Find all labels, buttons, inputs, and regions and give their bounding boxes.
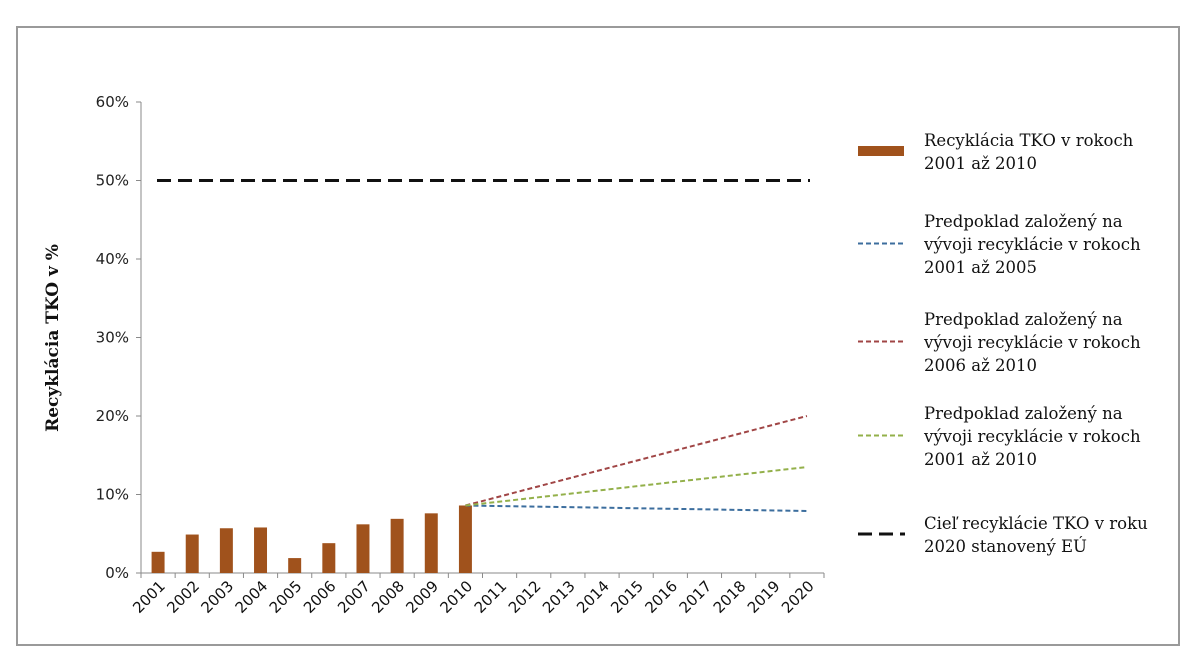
bar xyxy=(185,534,199,573)
legend-label: 2006 až 2010 xyxy=(924,356,1037,375)
bar xyxy=(356,524,370,573)
y-tick-label: 50% xyxy=(96,172,129,190)
x-tick-label: 2017 xyxy=(676,577,716,617)
x-tick-label: 2005 xyxy=(266,577,306,617)
legend-label: Predpoklad založený na xyxy=(924,404,1123,423)
bar xyxy=(458,505,472,573)
legend: Recyklácia TKO v rokoch 2001 až 2010 Predp… xyxy=(858,131,1148,556)
y-tick-label: 40% xyxy=(96,250,129,268)
x-tick-label: 2003 xyxy=(197,577,237,617)
y-tick-label: 10% xyxy=(96,486,129,504)
legend-label: 2020 stanovený EÚ xyxy=(924,536,1087,556)
bar xyxy=(219,528,233,573)
legend-label: Predpoklad založený na xyxy=(924,212,1123,231)
x-tick-label: 2010 xyxy=(437,577,477,617)
bar xyxy=(424,513,438,573)
chart-frame xyxy=(16,26,1180,646)
x-tick-label: 2015 xyxy=(607,577,647,617)
bar xyxy=(288,558,302,573)
legend-label: vývoji recyklácie v rokoch xyxy=(923,333,1141,352)
legend-label: 2001 až 2005 xyxy=(924,258,1037,277)
x-tick-label: 2016 xyxy=(641,577,681,617)
legend-label: Predpoklad založený na xyxy=(924,310,1123,329)
x-tick-label: 2013 xyxy=(539,577,579,617)
bars xyxy=(151,505,472,573)
legend-label: vývoji recyklácie v rokoch xyxy=(923,427,1141,446)
bar xyxy=(390,518,404,573)
bar xyxy=(151,551,165,573)
x-tick-label: 2011 xyxy=(471,577,511,617)
legend-label: vývoji recyklácie v rokoch xyxy=(923,235,1141,254)
legend-swatch-bar xyxy=(858,146,904,156)
axes xyxy=(136,101,825,578)
series-line xyxy=(465,504,807,512)
y-tick-label: 60% xyxy=(96,93,129,111)
series-line xyxy=(465,466,808,507)
x-tick-label: 2004 xyxy=(232,577,272,617)
legend-label: 2001 až 2010 xyxy=(924,450,1037,469)
bar xyxy=(254,527,268,573)
x-tick-label: 2007 xyxy=(334,577,374,617)
y-tick-label: 20% xyxy=(96,407,129,425)
y-axis-label: Recyklácia TKO v % xyxy=(43,244,63,432)
y-tick-labels: 0% 10% 20% 30% 40% 50% 60% xyxy=(96,93,129,582)
series-lines xyxy=(157,179,810,512)
x-tick-label: 2008 xyxy=(368,577,408,617)
series-line xyxy=(465,415,808,507)
x-tick-label: 2006 xyxy=(300,577,340,617)
x-tick-label: 2009 xyxy=(402,577,442,617)
x-tick-label: 2019 xyxy=(744,577,784,617)
x-tick-label: 2018 xyxy=(710,577,750,617)
x-tick-label: 2012 xyxy=(505,577,545,617)
legend-label: 2001 až 2010 xyxy=(924,154,1037,173)
legend-label: Recyklácia TKO v rokoch xyxy=(924,131,1134,150)
x-tick-label: 2014 xyxy=(573,577,613,617)
bar xyxy=(322,543,336,573)
x-tick-label: 2001 xyxy=(129,577,169,617)
x-tick-label: 2020 xyxy=(778,577,818,617)
legend-label: Cieľ recyklácie TKO v roku xyxy=(924,514,1148,533)
y-tick-label: 30% xyxy=(96,329,129,347)
x-tick-labels: 2001200220032004200520062007200820092010… xyxy=(129,577,818,617)
x-tick-label: 2002 xyxy=(163,577,203,617)
y-tick-label: 0% xyxy=(105,564,129,582)
